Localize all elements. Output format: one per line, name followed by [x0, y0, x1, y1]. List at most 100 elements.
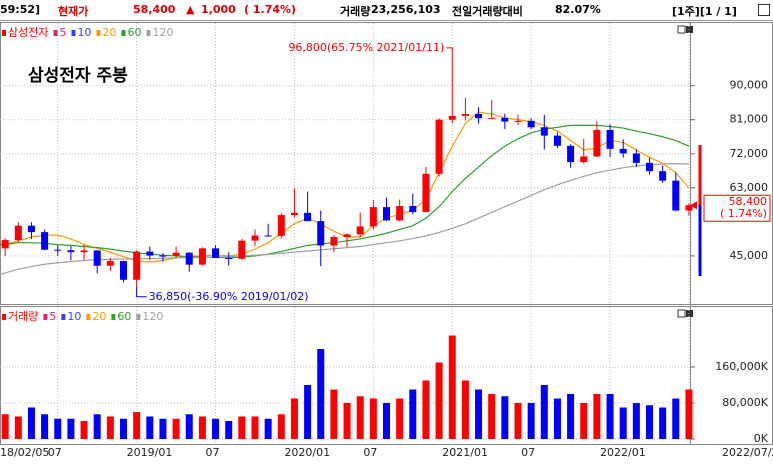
candle-body: [461, 114, 469, 116]
volume-bar: [422, 380, 430, 439]
candle-body: [238, 240, 246, 259]
candle-body: [1, 240, 9, 249]
candle-body: [369, 207, 377, 227]
time: 59:52]: [0, 3, 41, 16]
change: 1,000: [201, 3, 236, 16]
legend-label: 20: [102, 26, 116, 39]
candle-body: [632, 153, 640, 163]
y-tick-label: 0K: [754, 432, 769, 445]
candle-body: [159, 255, 167, 257]
price-panel: [0, 22, 773, 305]
volume-bar: [317, 349, 325, 439]
volume-bar: [290, 398, 298, 439]
candle-body: [580, 156, 588, 163]
legend-swatch: [2, 314, 6, 320]
candle-body: [133, 251, 141, 280]
volume-bar: [435, 362, 443, 439]
candle-body: [488, 117, 496, 119]
volume-bar: [172, 418, 180, 439]
volume-bar: [106, 416, 114, 439]
candle-body: [212, 248, 220, 259]
last-box: [703, 194, 771, 222]
candle-body: [501, 117, 509, 122]
candle-body: [93, 250, 101, 266]
candle-body: [264, 235, 272, 237]
volume-bar: [514, 403, 522, 439]
candle-body: [527, 120, 535, 128]
legend-label: 거래량: [8, 310, 38, 323]
y-tick-label: 90,000: [730, 79, 769, 92]
candle-body: [659, 171, 667, 181]
window-icon[interactable]: [758, 4, 770, 16]
period[interactable]: [1주][1 / 1]: [672, 5, 737, 18]
label: 현재가: [58, 5, 89, 18]
volume-bar: [330, 389, 338, 439]
x-tick-label: 2022/01: [600, 446, 646, 459]
candle-body: [672, 180, 680, 211]
panel-icon[interactable]: [677, 25, 686, 34]
candle-body: [251, 235, 259, 241]
volume-bar: [396, 398, 404, 439]
panel-icon[interactable]: [677, 309, 686, 318]
candle-body: [685, 205, 693, 211]
legend-label: 60: [127, 26, 141, 39]
y-tick-label: 63,000: [730, 181, 769, 194]
volume-bar: [580, 403, 588, 439]
legend-swatch: [53, 30, 58, 36]
volume-bar: [343, 403, 351, 439]
x-tick-label: 2019/01: [127, 446, 173, 459]
x-tick-label: 2022/07/25: [722, 446, 773, 459]
y-tick-label: 81,000: [730, 113, 769, 126]
legend-label: 10: [67, 310, 81, 323]
volume-bar: [159, 418, 167, 439]
volume-bar: [225, 421, 233, 439]
candle-body: [120, 261, 127, 280]
x-tick-label: 07: [521, 446, 535, 459]
volume-bar: [606, 394, 614, 439]
last-change: ( 1.74%): [720, 207, 767, 220]
candle-body: [553, 135, 561, 146]
volume-bar: [672, 398, 680, 439]
candle-body: [304, 212, 312, 222]
legend-label: 5: [59, 26, 66, 39]
candle-body: [435, 119, 443, 174]
legend-label: 10: [77, 26, 91, 39]
volume-bar: [646, 405, 653, 439]
volume-bar: [540, 385, 548, 439]
volume-label: 거래량: [340, 5, 371, 18]
legend-swatch: [136, 314, 141, 320]
legend-swatch: [2, 30, 6, 36]
legend-label: 20: [92, 310, 106, 323]
ma-line: [0, 111, 690, 263]
volume-bar: [80, 421, 88, 439]
panel-close[interactable]: [686, 310, 693, 317]
volume-bar: [185, 414, 193, 439]
sign: ▲: [186, 3, 195, 16]
legend-label: 삼성전자: [8, 26, 48, 39]
candle-body: [646, 162, 653, 172]
legend-swatch: [71, 30, 76, 36]
volume-bar: [277, 414, 285, 439]
last-marker: [690, 201, 697, 210]
candle-body: [225, 258, 233, 260]
candle-body: [356, 226, 364, 235]
candle-body: [396, 205, 404, 221]
candle-body: [198, 248, 206, 265]
candle-body: [343, 234, 351, 238]
y-tick-label: 160,000K: [715, 360, 768, 373]
panel-close[interactable]: [686, 26, 693, 33]
volume-bar: [461, 380, 469, 439]
volume-bar: [488, 394, 496, 439]
candle-body: [383, 207, 390, 221]
x-tick-label: 07: [363, 446, 377, 459]
volume-bar: [553, 398, 561, 439]
candle-body: [54, 249, 62, 251]
volume-bar: [251, 416, 259, 439]
legend-swatch: [111, 314, 116, 320]
candle-body: [106, 261, 114, 266]
volume-bar: [54, 418, 62, 439]
candle-body: [567, 145, 575, 163]
legend-label: 60: [117, 310, 131, 323]
volume-bar: [475, 389, 483, 439]
